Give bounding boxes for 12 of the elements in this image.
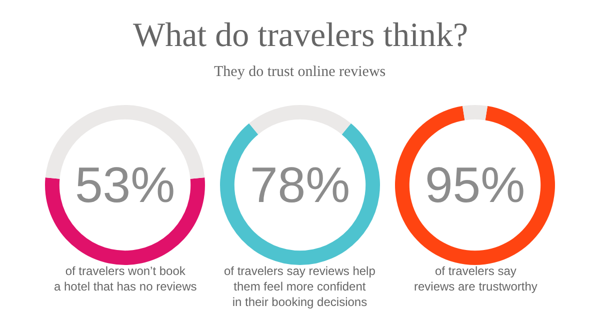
text: They do trust online reviews xyxy=(214,64,386,80)
text: of travelers say reviews help them feel more confident in their booking decisions xyxy=(224,264,376,310)
donut-slice xyxy=(462,105,488,120)
data-label: 78% xyxy=(250,157,350,213)
data-label: 95% xyxy=(425,157,526,213)
donut-slice xyxy=(220,123,380,265)
text: What do travelers think? xyxy=(133,17,468,54)
text: of travelers won’t book a hotel that has no reviews xyxy=(54,264,197,294)
donut-slice xyxy=(395,106,555,265)
data-label: 53% xyxy=(75,157,176,213)
text: of travelers say reviews are trustworthy xyxy=(414,264,538,294)
donut-slice xyxy=(249,105,351,134)
